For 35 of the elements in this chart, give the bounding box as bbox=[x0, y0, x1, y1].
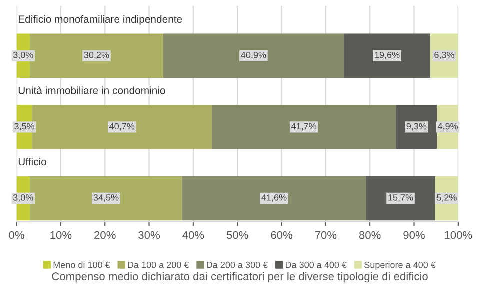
data-label: 3,5% bbox=[14, 123, 34, 131]
x-tick-label: 20% bbox=[94, 231, 116, 240]
y-tick-label: Ufficio bbox=[18, 158, 46, 166]
legend-label: Da 300 a 400 € bbox=[286, 262, 347, 268]
data-label: 40,7% bbox=[110, 123, 135, 131]
x-tick-label: 90% bbox=[404, 231, 425, 240]
data-label: 3,0% bbox=[13, 52, 34, 60]
data-label: 9,3% bbox=[406, 123, 427, 131]
y-tick-label: Unità immobiliare in condominio bbox=[18, 86, 166, 94]
legend-label: Da 200 a 300 € bbox=[207, 262, 268, 268]
legend-label: Superiore a 400 € bbox=[364, 262, 436, 270]
data-label: 41,6% bbox=[262, 194, 287, 202]
x-tick-label: 10% bbox=[50, 231, 72, 240]
data-label: 34,5% bbox=[94, 194, 119, 202]
legend-label: Da 100 a 200 € bbox=[128, 262, 190, 268]
x-tick-label: 0% bbox=[9, 231, 24, 240]
x-tick-label: 80% bbox=[359, 231, 381, 240]
x-tick-label: 70% bbox=[315, 231, 337, 240]
data-label: 19,6% bbox=[375, 52, 400, 60]
data-label: 41,7% bbox=[291, 123, 317, 131]
legend-label: Meno di 100 € bbox=[54, 262, 110, 268]
data-label: 30,2% bbox=[84, 52, 110, 60]
x-tick-label: 40% bbox=[182, 231, 204, 240]
x-tick-label: 30% bbox=[138, 231, 160, 240]
data-label: 3,0% bbox=[13, 194, 34, 202]
text: Compenso medio dichiarato dai certificatori per le diverse tipologie di edificio bbox=[52, 272, 428, 283]
x-tick-label: 100% bbox=[445, 231, 472, 240]
data-label: 40,9% bbox=[241, 52, 266, 60]
data-label: 4,9% bbox=[438, 123, 458, 131]
data-label: 5,2% bbox=[436, 194, 457, 202]
data-label: 15,7% bbox=[388, 194, 414, 202]
x-tick-label: 60% bbox=[271, 231, 292, 240]
y-tick-label: Edificio monofamiliare indipendente bbox=[18, 15, 182, 26]
data-label: 6,3% bbox=[434, 52, 454, 60]
x-tick-label: 50% bbox=[226, 231, 248, 240]
